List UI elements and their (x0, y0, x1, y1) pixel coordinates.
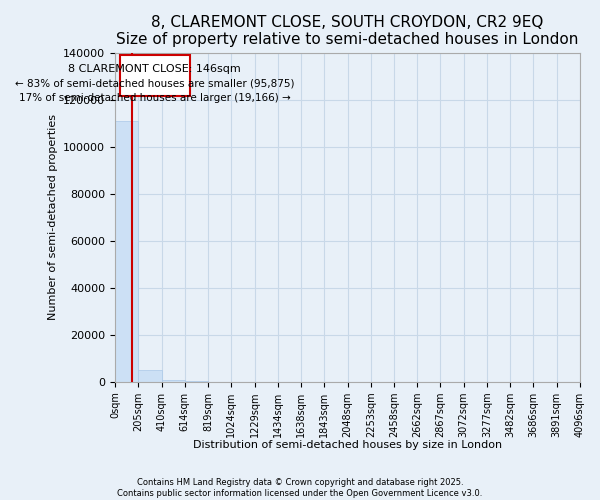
Text: Contains HM Land Registry data © Crown copyright and database right 2025.
Contai: Contains HM Land Registry data © Crown c… (118, 478, 482, 498)
Bar (161, 380, 185, 382)
Bar (115, 121, 138, 382)
X-axis label: Distribution of semi-detached houses by size in London: Distribution of semi-detached houses by … (193, 440, 502, 450)
Text: 17% of semi-detached houses are larger (19,166) →: 17% of semi-detached houses are larger (… (19, 92, 290, 102)
Y-axis label: Number of semi-detached properties: Number of semi-detached properties (47, 114, 58, 320)
Bar (138, 370, 161, 382)
Title: 8, CLAREMONT CLOSE, SOUTH CROYDON, CR2 9EQ
Size of property relative to semi-det: 8, CLAREMONT CLOSE, SOUTH CROYDON, CR2 9… (116, 15, 578, 48)
Bar (119, 55, 190, 96)
Text: 8 CLAREMONT CLOSE: 146sqm: 8 CLAREMONT CLOSE: 146sqm (68, 64, 241, 74)
Text: ← 83% of semi-detached houses are smaller (95,875): ← 83% of semi-detached houses are smalle… (15, 78, 295, 88)
